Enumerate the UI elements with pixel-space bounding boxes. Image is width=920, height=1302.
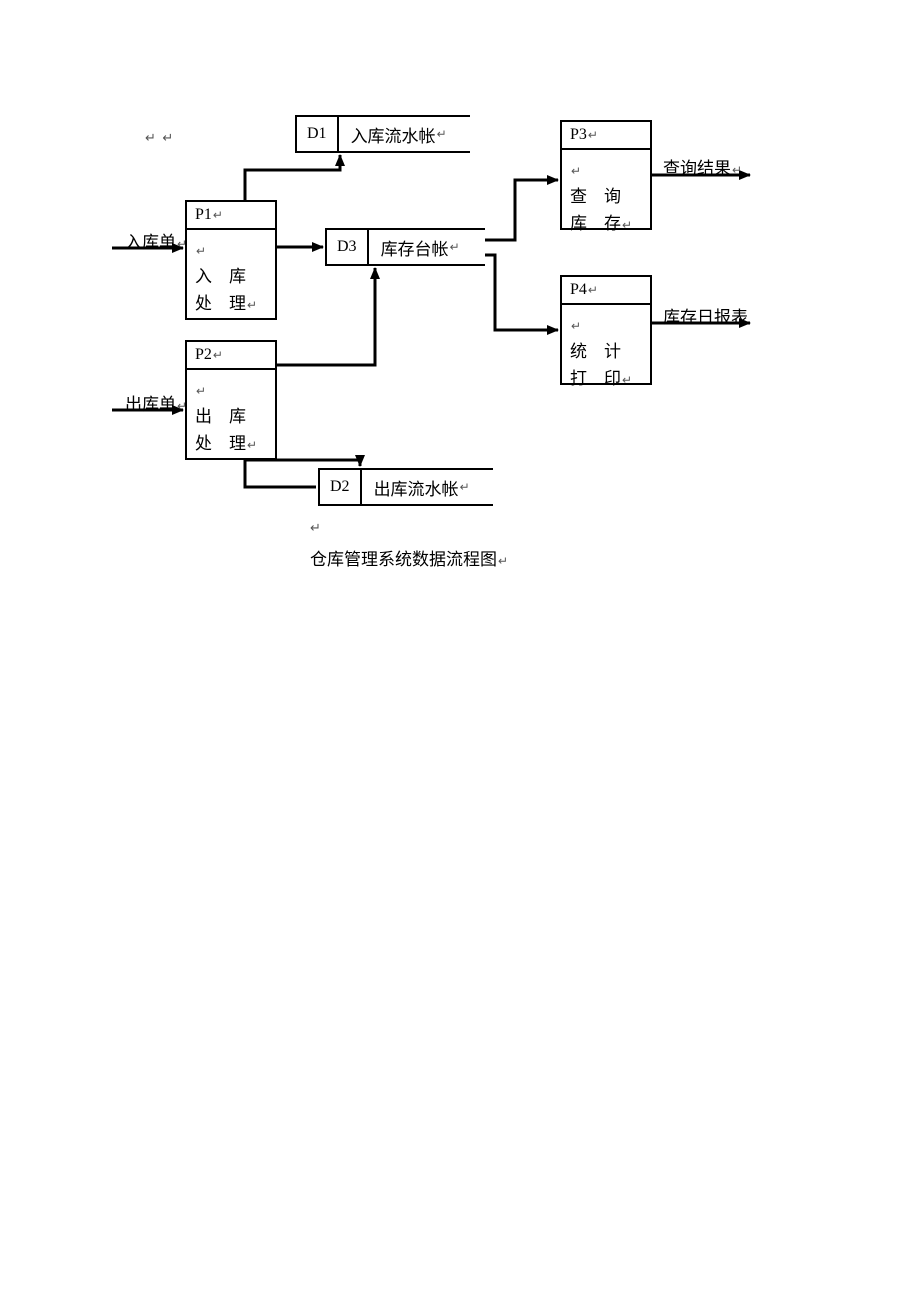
- process-p3-line0: [570, 160, 581, 179]
- process-p1-body: 入 库 处 理: [187, 230, 275, 324]
- datastore-d1-id: D1: [295, 117, 339, 151]
- process-p1-line0: [195, 240, 206, 259]
- datastore-d3-id: D3: [325, 230, 369, 264]
- process-p2-id: P2: [187, 342, 275, 370]
- datastore-d2-id: D2: [318, 470, 362, 504]
- flow-label-in1: 入库单: [125, 228, 187, 253]
- process-p2: P2 出 库 处 理: [185, 340, 277, 460]
- diagram-caption: 仓库管理系统数据流程图: [310, 545, 508, 570]
- process-p4-line0: [570, 315, 581, 334]
- datastore-d3-label: 库存台帐: [369, 230, 472, 264]
- process-p3-line1: 查 询: [570, 187, 621, 206]
- process-p4-line2: 打 印: [570, 369, 632, 388]
- datastore-d2: D2 出库流水帐: [318, 468, 493, 506]
- process-p3-body: 查 询 库 存: [562, 150, 650, 244]
- process-p4-line1: 统 计: [570, 342, 621, 361]
- process-p3-line2: 库 存: [570, 214, 632, 233]
- process-p2-line2: 处 理: [195, 434, 257, 453]
- flow-label-out2: 库存日报表: [663, 303, 748, 328]
- datastore-d1-label: 入库流水帐: [339, 117, 459, 151]
- process-p1-line1: 入 库: [195, 267, 246, 286]
- process-p4: P4 统 计 打 印: [560, 275, 652, 385]
- process-p1-id: P1: [187, 202, 275, 230]
- process-p4-id: P4: [562, 277, 650, 305]
- flow-label-in2: 出库单: [125, 390, 187, 415]
- process-p1-line2: 处 理: [195, 294, 257, 313]
- stray-mark-2: ↵: [310, 520, 321, 536]
- dfd-canvas: D1 入库流水帐 D3 库存台帐 D2 出库流水帐 P1 入 库 处 理 P2 …: [0, 0, 920, 650]
- flow-label-out1: 查询结果: [663, 154, 742, 179]
- process-p3: P3 查 询 库 存: [560, 120, 652, 230]
- process-p3-id: P3: [562, 122, 650, 150]
- process-p4-body: 统 计 打 印: [562, 305, 650, 399]
- datastore-d1: D1 入库流水帐: [295, 115, 470, 153]
- process-p1: P1 入 库 处 理: [185, 200, 277, 320]
- process-p2-line0: [195, 380, 206, 399]
- process-p2-body: 出 库 处 理: [187, 370, 275, 464]
- stray-mark-1: ↵ ↵: [145, 130, 173, 146]
- datastore-d3: D3 库存台帐: [325, 228, 485, 266]
- datastore-d2-label: 出库流水帐: [362, 470, 482, 504]
- process-p2-line1: 出 库: [195, 407, 246, 426]
